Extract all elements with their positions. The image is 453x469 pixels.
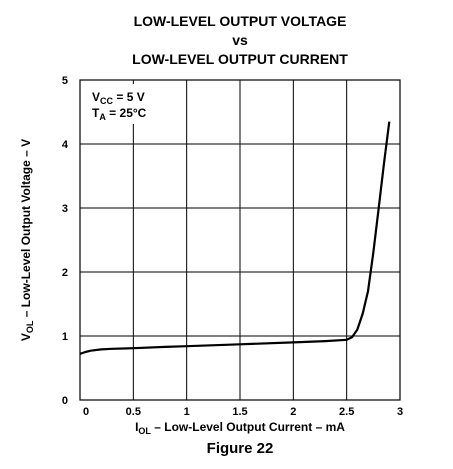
x-tick-labels: 0 0.5 1 1.5 2 2.5 3 [83, 406, 403, 418]
y-tick-labels: 0 1 2 3 4 5 [62, 75, 69, 407]
condition-ta: TA = 25°C [92, 106, 147, 122]
series-line-vol [79, 121, 391, 355]
x-tick-label: 1.5 [232, 406, 247, 418]
x-axis-label: IOL – Low-Level Output Current – mA [135, 420, 345, 436]
y-tick-label: 3 [62, 203, 68, 215]
chart-title-line-2: vs [232, 32, 248, 48]
y-tick-label: 1 [62, 331, 68, 343]
y-tick-label: 5 [62, 75, 68, 87]
grid [79, 79, 401, 401]
y-axis-label: VOL – Low-Level Output Voltage – V [19, 139, 35, 341]
y-tick-label: 4 [62, 139, 69, 151]
x-tick-label: 2.5 [339, 406, 354, 418]
chart-title-line-1: LOW-LEVEL OUTPUT VOLTAGE [134, 13, 347, 29]
conditions-box-bg [82, 84, 158, 124]
x-tick-label: 1 [184, 406, 190, 418]
figure-caption: Figure 22 [207, 440, 274, 457]
chart-title-line-3: LOW-LEVEL OUTPUT CURRENT [132, 51, 348, 67]
x-tick-label: 0 [83, 406, 89, 418]
y-tick-label: 0 [62, 395, 68, 407]
condition-vcc: VCC = 5 V [92, 90, 145, 106]
x-tick-label: 0.5 [126, 406, 141, 418]
x-tick-label: 3 [397, 406, 403, 418]
y-tick-label: 2 [62, 267, 68, 279]
plot-frame [79, 79, 401, 401]
x-tick-label: 2 [290, 406, 296, 418]
